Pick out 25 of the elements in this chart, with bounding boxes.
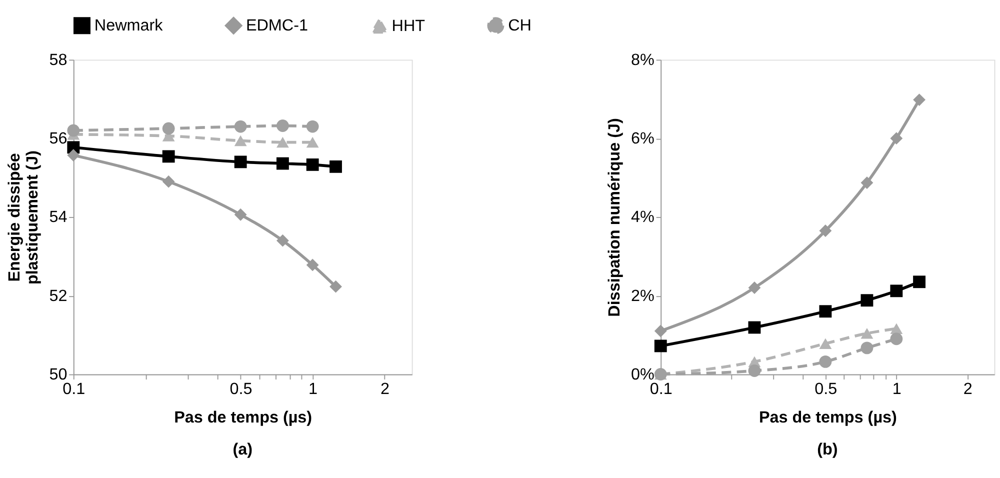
legend-label: Newmark: [94, 16, 164, 34]
x-tick-label: 2: [963, 380, 972, 398]
y-tick-label: 52: [49, 286, 68, 305]
y-tick-label: 56: [49, 130, 68, 148]
text: (b): [817, 440, 838, 458]
text: (a): [232, 440, 253, 458]
y-tick-label: 4%: [631, 208, 654, 226]
x-tick-label: 1: [892, 380, 902, 398]
y-tick-label: 2%: [631, 286, 654, 305]
text: Energie dissipée: [6, 153, 24, 282]
text: plastiquement (J): [24, 150, 42, 284]
legend-label: CH: [508, 16, 532, 34]
y-tick-label: 54: [49, 208, 68, 226]
legend-label: EDMC-1: [246, 16, 308, 34]
y-axis-title: Dissipation numérique (J): [606, 118, 624, 317]
x-tick-label: 1: [308, 380, 318, 398]
x-axis-title: Pas de temps (µs): [758, 408, 897, 426]
x-tick-label: 0.5: [814, 380, 838, 398]
legend-label: HHT: [392, 16, 426, 35]
y-tick-label: 58: [49, 50, 68, 69]
x-tick-label: 0.5: [230, 380, 252, 398]
x-tick-label: 2: [380, 380, 390, 398]
y-tick-label: 8%: [631, 50, 654, 69]
x-axis-title: Pas de temps (µs): [174, 408, 312, 426]
y-tick-label: 6%: [631, 130, 654, 148]
